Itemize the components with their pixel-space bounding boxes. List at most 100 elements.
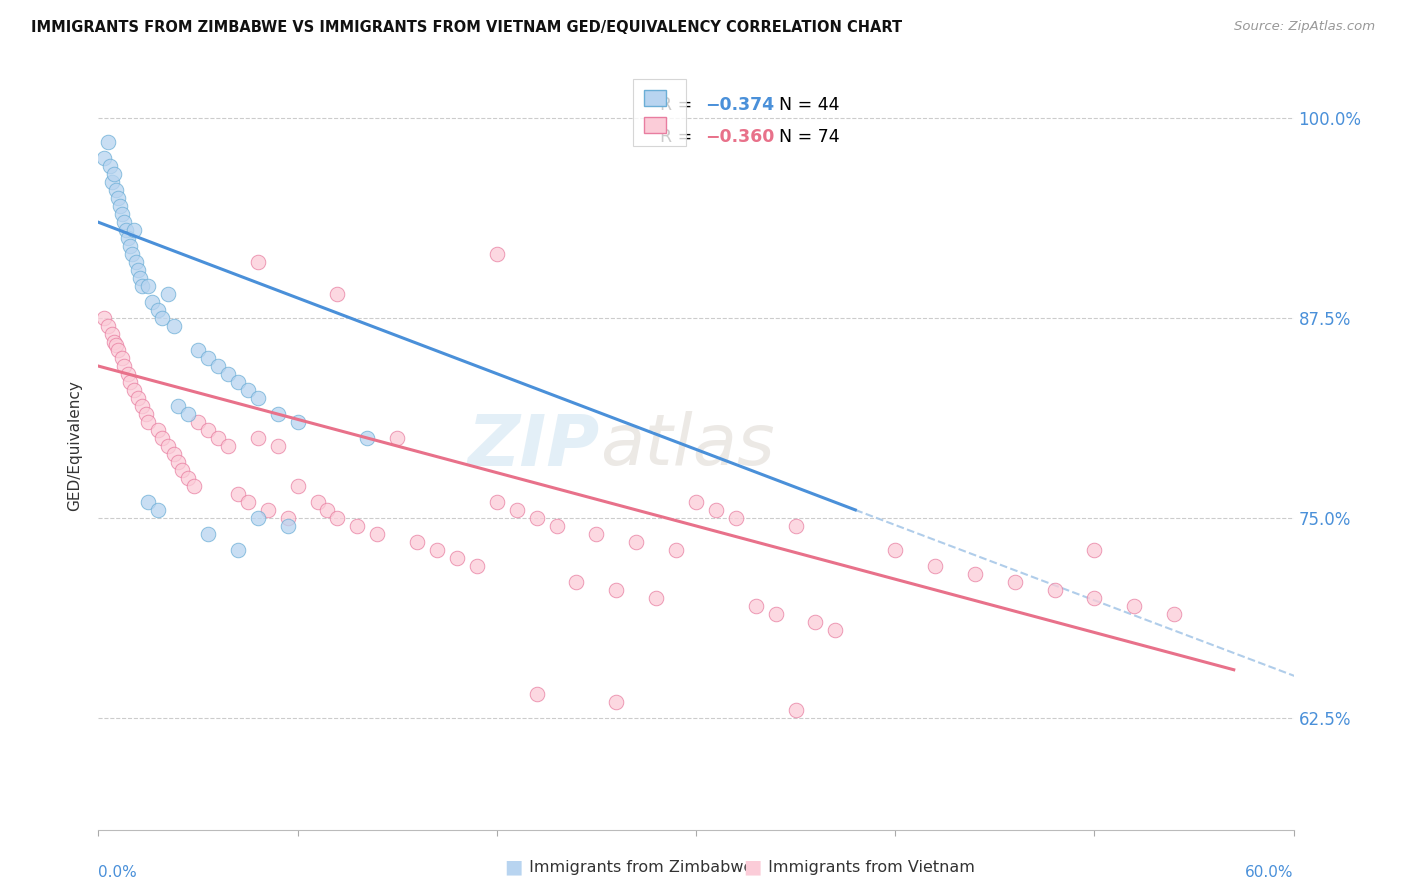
Point xyxy=(884,542,907,557)
Point xyxy=(157,439,180,453)
Text: atlas: atlas xyxy=(600,411,775,481)
Point xyxy=(112,215,135,229)
Point xyxy=(316,503,339,517)
Point xyxy=(183,479,205,493)
Point xyxy=(136,495,159,509)
Point xyxy=(167,399,190,413)
Point xyxy=(765,607,787,621)
Text: N = 74: N = 74 xyxy=(768,128,839,146)
Point xyxy=(446,550,468,565)
Point xyxy=(117,231,139,245)
Point xyxy=(1163,607,1185,621)
Point xyxy=(177,471,200,485)
Point xyxy=(326,287,349,301)
Point xyxy=(526,511,548,525)
Point xyxy=(565,574,588,589)
Text: 60.0%: 60.0% xyxy=(1246,864,1294,880)
Point xyxy=(465,558,488,573)
Point xyxy=(356,431,378,445)
Point xyxy=(197,351,219,365)
Point xyxy=(163,319,186,334)
Point xyxy=(326,511,349,525)
Point xyxy=(226,542,249,557)
Point xyxy=(105,183,128,197)
Point xyxy=(485,247,508,261)
Point xyxy=(157,287,180,301)
Point xyxy=(197,423,219,437)
Point xyxy=(277,519,299,533)
Point xyxy=(267,439,290,453)
Text: ZIP: ZIP xyxy=(468,411,600,481)
Text: −0.360: −0.360 xyxy=(706,128,775,146)
Text: ■: ■ xyxy=(503,857,523,876)
Point xyxy=(136,279,159,293)
Point xyxy=(93,151,115,165)
Text: N = 44: N = 44 xyxy=(768,95,839,113)
Point xyxy=(366,527,388,541)
Point xyxy=(346,519,368,533)
Point xyxy=(97,319,120,334)
Point xyxy=(217,439,239,453)
Point xyxy=(785,519,807,533)
Point xyxy=(112,359,135,373)
Point xyxy=(124,383,146,397)
Point xyxy=(101,175,124,189)
Point xyxy=(226,487,249,501)
Point xyxy=(148,503,170,517)
Point xyxy=(207,431,229,445)
Point xyxy=(110,199,132,213)
Point xyxy=(526,687,548,701)
Point xyxy=(605,582,627,597)
Point xyxy=(226,375,249,389)
Point xyxy=(406,534,429,549)
Point xyxy=(665,542,688,557)
Point xyxy=(963,566,986,581)
Point xyxy=(120,375,142,389)
Point xyxy=(246,511,269,525)
Point xyxy=(167,455,190,469)
Point xyxy=(98,159,122,173)
Point xyxy=(107,343,129,358)
Point xyxy=(246,255,269,269)
Text: Immigrants from Zimbabwe: Immigrants from Zimbabwe xyxy=(524,861,754,875)
Point xyxy=(246,431,269,445)
Point xyxy=(125,255,148,269)
Point xyxy=(136,415,159,429)
Point xyxy=(287,415,309,429)
Point xyxy=(97,136,120,150)
Point xyxy=(485,495,508,509)
Point xyxy=(246,391,269,405)
Point xyxy=(704,503,727,517)
Point xyxy=(546,519,568,533)
Point xyxy=(129,271,152,285)
Text: IMMIGRANTS FROM ZIMBABWE VS IMMIGRANTS FROM VIETNAM GED/EQUIVALENCY CORRELATION : IMMIGRANTS FROM ZIMBABWE VS IMMIGRANTS F… xyxy=(31,20,903,35)
Point xyxy=(236,383,259,397)
Point xyxy=(131,399,153,413)
Point xyxy=(277,511,299,525)
Text: R =: R = xyxy=(661,95,697,113)
Point xyxy=(93,311,115,326)
Text: Source: ZipAtlas.com: Source: ZipAtlas.com xyxy=(1234,20,1375,33)
Point xyxy=(111,207,134,221)
Point xyxy=(745,599,768,613)
Legend: , : , xyxy=(633,79,686,146)
Point xyxy=(824,623,846,637)
Point xyxy=(267,407,290,421)
Y-axis label: GED/Equivalency: GED/Equivalency xyxy=(67,381,83,511)
Point xyxy=(172,463,194,477)
Point xyxy=(924,558,946,573)
Point xyxy=(115,223,138,237)
Point xyxy=(187,343,209,358)
Point xyxy=(426,542,449,557)
Point xyxy=(107,191,129,205)
Point xyxy=(236,495,259,509)
Text: −0.374: −0.374 xyxy=(706,95,775,113)
Point xyxy=(150,431,173,445)
Point xyxy=(585,527,607,541)
Point xyxy=(1004,574,1026,589)
Point xyxy=(163,447,186,461)
Point xyxy=(804,615,827,629)
Point xyxy=(506,503,529,517)
Point xyxy=(207,359,229,373)
Text: ■: ■ xyxy=(742,857,762,876)
